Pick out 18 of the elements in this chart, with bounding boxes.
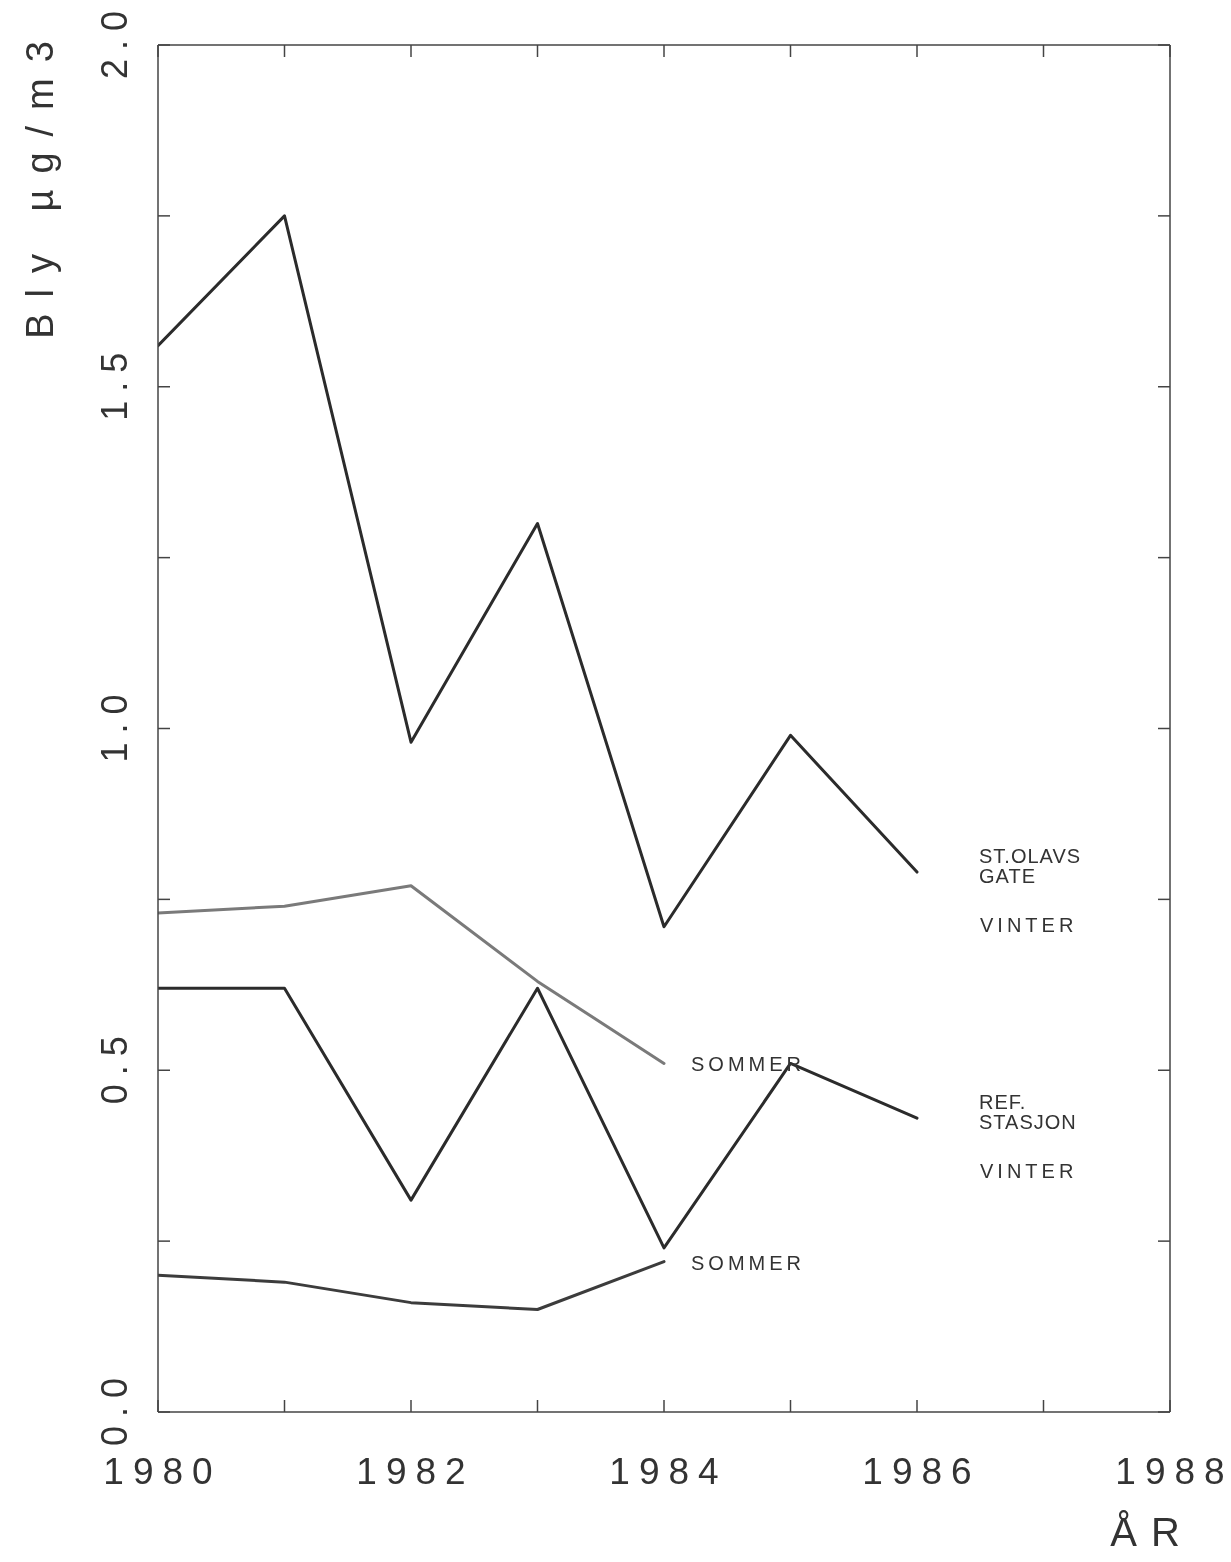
annotation: REF. STASJON: [979, 1091, 1077, 1134]
text: VINTER: [980, 1160, 1078, 1183]
series-label: SOMMER: [691, 1053, 805, 1076]
y-tick-label: 0.5: [93, 1027, 135, 1105]
y-tick-label: 1.5: [93, 343, 135, 421]
x-tick-label: 1986: [862, 1451, 981, 1492]
x-axis-title: ÅR: [1110, 1510, 1194, 1554]
x-tick-label: 1980: [103, 1451, 222, 1492]
series-label: SOMMER: [691, 1251, 805, 1274]
x-tick-label: 1984: [609, 1451, 728, 1492]
x-tick-label: 1982: [356, 1451, 475, 1492]
y-tick-label: 0.0: [93, 1368, 135, 1447]
text: VINTER: [980, 914, 1078, 937]
x-tick-label: 1988: [1115, 1451, 1231, 1492]
y-axis-title: Bly µg/m3: [19, 25, 61, 339]
y-tick-label: 1.0: [93, 685, 135, 763]
annotation: ST.OLAVS GATE: [979, 845, 1082, 888]
y-tick-label: 2.0: [93, 1, 135, 80]
